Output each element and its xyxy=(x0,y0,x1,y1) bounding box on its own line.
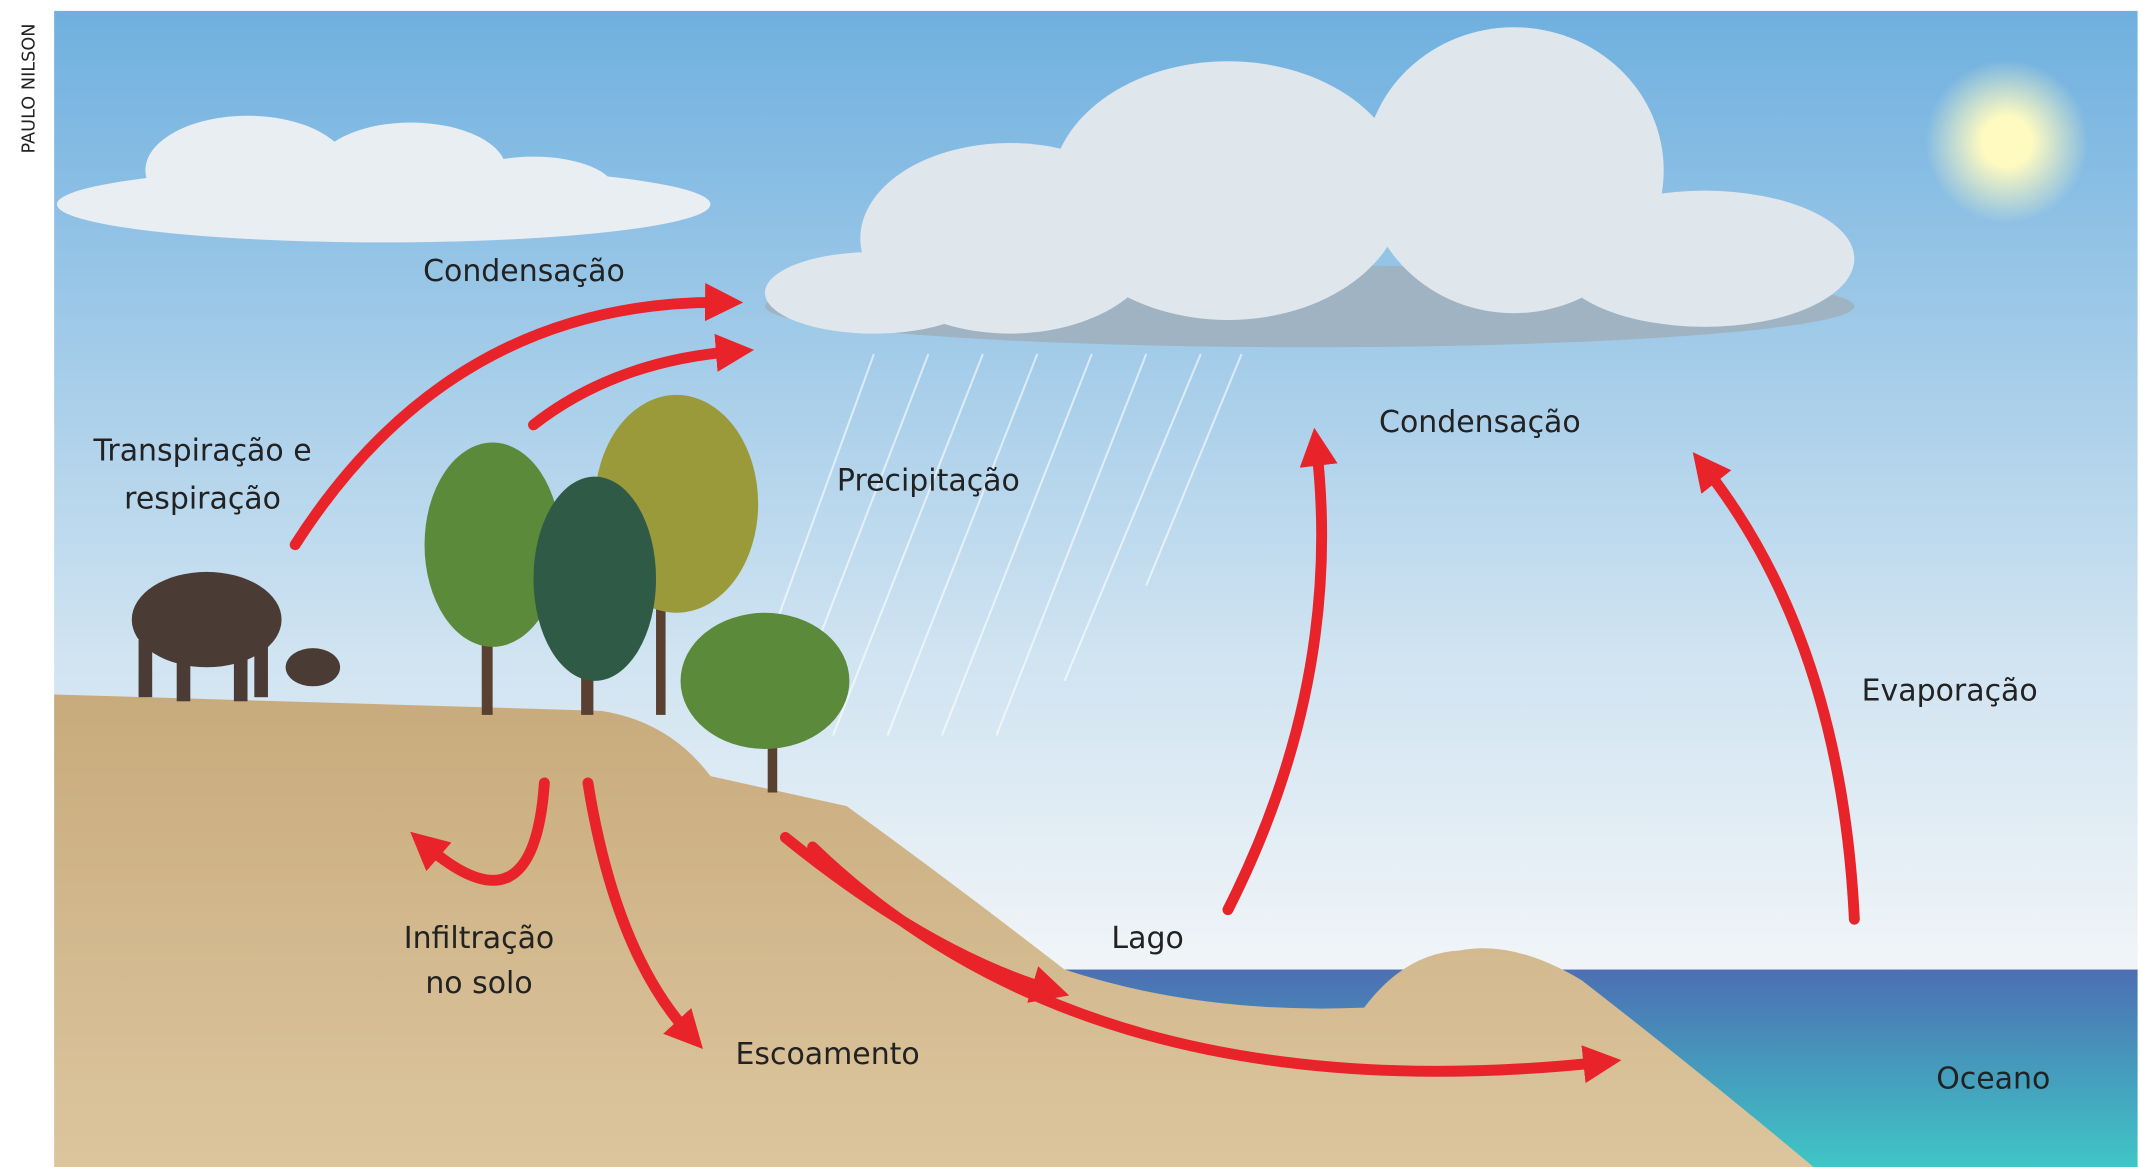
label: Oceano xyxy=(1936,1061,2050,1096)
label: respiração xyxy=(124,481,281,516)
label: Infiltração xyxy=(404,921,555,956)
label: Escoamento xyxy=(735,1037,919,1072)
credit: PAULO NILSON xyxy=(20,23,40,153)
label: Precipitação xyxy=(837,464,1020,499)
label: Condensação xyxy=(423,254,625,289)
sun xyxy=(1925,60,2088,223)
label: no solo xyxy=(425,966,532,1001)
water-cycle: PAULO NILSON Condensação Transpiração e re… xyxy=(0,0,2140,1167)
label: Evaporação xyxy=(1862,673,2038,708)
label: Transpiração e xyxy=(93,434,312,469)
label: Condensação xyxy=(1379,405,1581,440)
label: Lago xyxy=(1111,921,1183,956)
